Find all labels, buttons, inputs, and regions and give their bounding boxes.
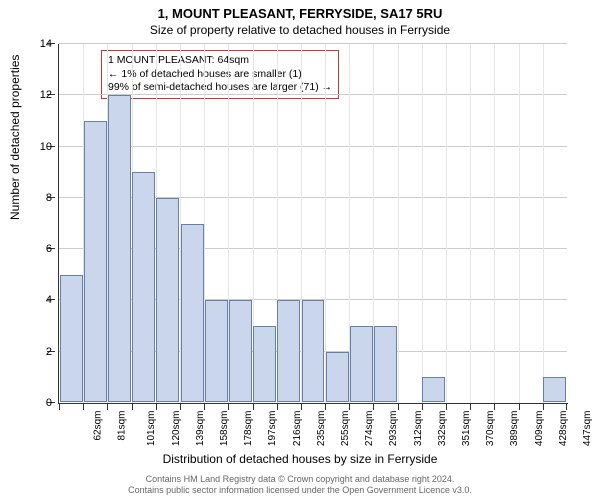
x-tick-label: 370sqm <box>485 411 496 447</box>
chart-subtitle: Size of property relative to detached ho… <box>0 21 600 37</box>
x-tick-label: 351sqm <box>461 411 472 447</box>
x-tick <box>253 404 254 410</box>
chart-title: 1, MOUNT PLEASANT, FERRYSIDE, SA17 5RU <box>0 0 600 21</box>
x-tick <box>132 404 133 410</box>
x-tick <box>59 404 60 410</box>
x-tick <box>519 404 520 410</box>
gridline-h <box>59 146 567 147</box>
gridline-v <box>494 44 495 403</box>
bar <box>350 326 373 402</box>
bar <box>229 300 252 402</box>
x-tick <box>470 404 471 410</box>
x-tick-label: 409sqm <box>534 411 545 447</box>
x-tick-label: 447sqm <box>582 411 593 447</box>
y-tick-label: 6 <box>22 243 52 255</box>
bar <box>302 300 325 402</box>
gridline-v <box>325 44 326 403</box>
x-tick-label: 255sqm <box>340 411 351 447</box>
x-tick-label: 101sqm <box>147 411 158 447</box>
footer: Contains HM Land Registry data © Crown c… <box>0 474 600 497</box>
y-tick-label: 10 <box>22 141 52 153</box>
chart-area: 1 MOUNT PLEASANT: 64sqm ← 1% of detached… <box>58 44 568 404</box>
bar <box>181 224 204 403</box>
y-tick-label: 12 <box>22 89 52 101</box>
x-axis-title: Distribution of detached houses by size … <box>0 452 600 466</box>
annotation-box: 1 MOUNT PLEASANT: 64sqm ← 1% of detached… <box>101 50 339 99</box>
x-tick <box>83 404 84 410</box>
bar <box>326 352 349 402</box>
bar <box>60 275 83 402</box>
x-tick-label: 62sqm <box>93 411 104 441</box>
gridline-h <box>59 94 567 95</box>
x-tick <box>301 404 302 410</box>
x-tick <box>277 404 278 410</box>
x-tick <box>107 404 108 410</box>
x-tick <box>566 404 567 410</box>
gridline-v <box>543 44 544 403</box>
y-tick-label: 4 <box>22 294 52 306</box>
annotation-line-3: 99% of semi-detached houses are larger (… <box>108 81 332 95</box>
annotation-line-2: ← 1% of detached houses are smaller (1) <box>108 68 332 82</box>
bar <box>84 121 107 402</box>
x-tick-label: 235sqm <box>316 411 327 447</box>
bar <box>253 326 276 402</box>
x-tick <box>494 404 495 410</box>
x-tick-label: 216sqm <box>292 411 303 447</box>
y-tick-label: 14 <box>22 38 52 50</box>
x-tick <box>398 404 399 410</box>
x-tick-label: 332sqm <box>437 411 448 447</box>
x-tick-label: 428sqm <box>558 411 569 447</box>
bar <box>277 300 300 402</box>
x-tick <box>543 404 544 410</box>
gridline-h <box>59 43 567 44</box>
footer-line-1: Contains HM Land Registry data © Crown c… <box>0 474 600 485</box>
y-axis-title: Number of detached properties <box>8 55 22 220</box>
x-tick-label: 158sqm <box>219 411 230 447</box>
x-tick <box>156 404 157 410</box>
x-tick <box>180 404 181 410</box>
bar <box>543 377 566 402</box>
x-tick-label: 120sqm <box>171 411 182 447</box>
y-tick-label: 8 <box>22 192 52 204</box>
gridline-v <box>519 44 520 403</box>
x-tick <box>349 404 350 410</box>
x-tick-label: 389sqm <box>509 411 520 447</box>
x-tick-label: 81sqm <box>117 411 128 441</box>
x-tick-label: 274sqm <box>364 411 375 447</box>
gridline-v <box>470 44 471 403</box>
gridline-v <box>446 44 447 403</box>
bar <box>132 172 155 402</box>
gridline-v <box>398 44 399 403</box>
x-tick-label: 312sqm <box>413 411 424 447</box>
x-tick <box>228 404 229 410</box>
x-tick <box>373 404 374 410</box>
bar <box>108 95 131 402</box>
y-tick-label: 0 <box>22 397 52 409</box>
footer-line-2: Contains public sector information licen… <box>0 485 600 496</box>
chart-container: 1, MOUNT PLEASANT, FERRYSIDE, SA17 5RU S… <box>0 0 600 500</box>
y-tick-label: 2 <box>22 346 52 358</box>
x-tick <box>422 404 423 410</box>
x-tick-label: 293sqm <box>388 411 399 447</box>
x-tick-label: 178sqm <box>243 411 254 447</box>
x-tick <box>204 404 205 410</box>
bar <box>422 377 445 402</box>
plot-region: 1 MOUNT PLEASANT: 64sqm ← 1% of detached… <box>58 44 568 404</box>
x-tick <box>325 404 326 410</box>
x-tick-label: 197sqm <box>268 411 279 447</box>
x-tick <box>446 404 447 410</box>
annotation-line-1: 1 MOUNT PLEASANT: 64sqm <box>108 54 332 68</box>
bar <box>205 300 228 402</box>
bar <box>156 198 179 402</box>
x-tick-label: 139sqm <box>195 411 206 447</box>
gridline-v <box>422 44 423 403</box>
bar <box>374 326 397 402</box>
